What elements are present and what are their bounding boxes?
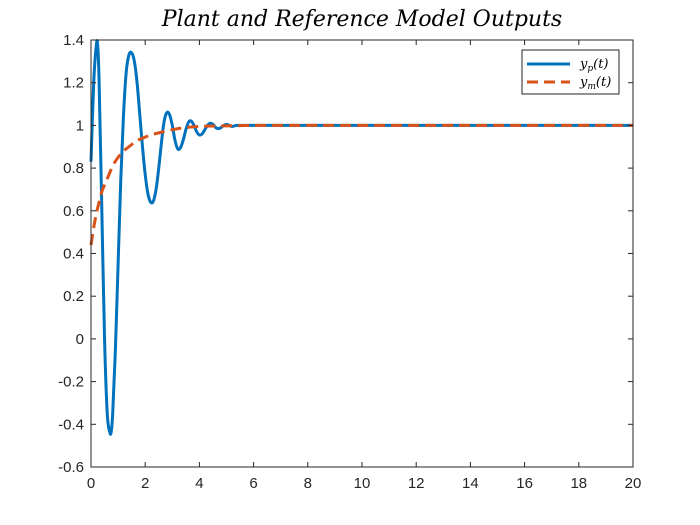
series-line-m <box>89 123 633 246</box>
x-tick-label: 4 <box>195 475 203 492</box>
y-tick-label: -0.6 <box>58 459 84 476</box>
x-axis: 0 2 4 6 8 10 12 14 16 18 20 <box>87 40 642 492</box>
y-tick-label: 1 <box>76 117 84 134</box>
y-tick-label: 1.4 <box>63 32 84 49</box>
series-layer <box>89 39 633 436</box>
y-tick-label: -0.4 <box>58 416 84 433</box>
legend-box <box>521 49 620 95</box>
legend-label-p: yp(t) <box>579 57 609 74</box>
x-tick-label: 20 <box>625 475 642 492</box>
y-tick-label: 0 <box>76 331 84 348</box>
x-tick-label: 14 <box>462 475 479 492</box>
x-tick-label: 12 <box>408 475 425 492</box>
x-tick-label: 18 <box>570 475 587 492</box>
x-tick-label: 6 <box>249 475 257 492</box>
y-tick-label: -0.2 <box>58 374 84 391</box>
legend: yp(t)ym(t) <box>521 49 620 95</box>
y-tick-label: 0.2 <box>63 288 84 305</box>
y-tick-label: 0.4 <box>63 246 84 263</box>
x-tick-label: 8 <box>304 475 312 492</box>
legend-label-m: ym(t) <box>579 75 611 92</box>
axes-box <box>91 40 633 467</box>
x-tick-label: 16 <box>516 475 533 492</box>
chart-title: Plant and Reference Model Outputs <box>161 7 562 32</box>
x-tick-label: 2 <box>141 475 149 492</box>
plot-area <box>89 39 634 468</box>
y-axis: -0.6 -0.4 -0.2 0 0.2 0.4 0.6 0.8 1 1.2 1.4 <box>58 32 633 476</box>
y-tick-label: 0.8 <box>63 160 84 177</box>
x-tick-label: 10 <box>354 475 371 492</box>
y-tick-label: 1.2 <box>63 75 84 92</box>
x-tick-label: 0 <box>87 475 95 492</box>
y-tick-label: 0.6 <box>63 203 84 220</box>
